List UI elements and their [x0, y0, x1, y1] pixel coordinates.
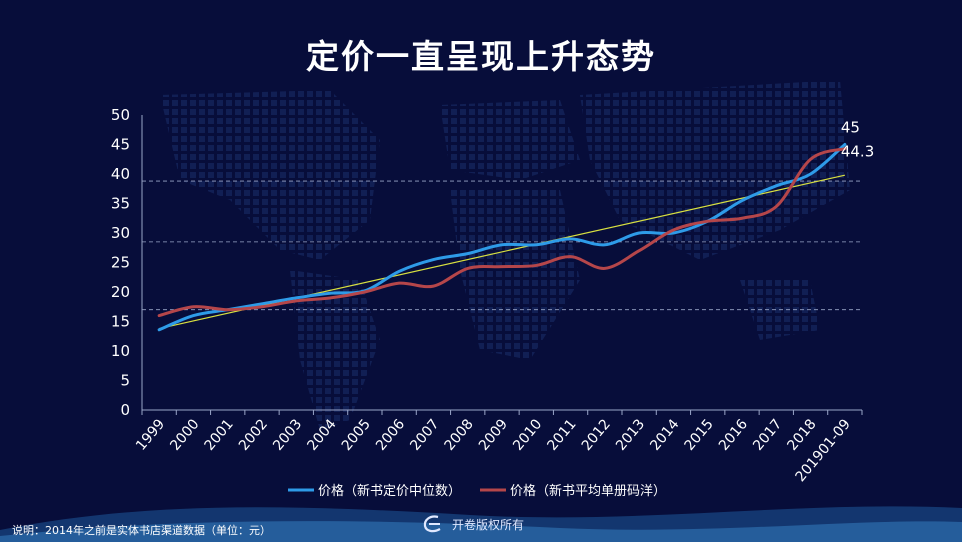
x-tick-label: 2007 [407, 416, 442, 454]
series-line-2 [157, 147, 847, 318]
series-line-1 [157, 143, 847, 332]
x-tick-label: 2015 [682, 416, 717, 454]
x-tick-label: 2003 [270, 416, 305, 454]
x-tick-label: 2001 [202, 416, 237, 454]
x-tick-label: 2002 [236, 416, 271, 454]
y-tick-label: 10 [111, 342, 130, 360]
page-title: 定价一直呈现上升态势 [306, 37, 656, 76]
y-tick-label: 35 [111, 195, 130, 213]
x-tick-label: 1999 [133, 416, 168, 454]
x-tick-label: 2014 [647, 416, 682, 454]
data-label: 45 [841, 119, 860, 137]
data-label: 44.3 [841, 143, 874, 161]
y-tick-label: 50 [111, 106, 130, 124]
y-tick-label: 20 [111, 283, 130, 301]
brand: 开卷版权所有 [420, 513, 524, 535]
x-tick-label: 2017 [750, 416, 785, 454]
x-tick-label: 2010 [510, 416, 545, 454]
x-tick-label: 2011 [544, 416, 579, 454]
y-tick-label: 0 [120, 401, 130, 419]
x-tick-label: 2012 [579, 416, 614, 454]
legend-label-1: 价格（新书定价中位数） [318, 483, 461, 499]
x-tick-label: 2006 [373, 416, 408, 454]
x-tick-label: 2008 [442, 416, 477, 454]
x-tick-label: 2016 [716, 416, 751, 454]
legend-label-2: 价格（新书平均单册码洋） [510, 483, 666, 499]
footnote: 说明：2014年之前是实体书店渠道数据（单位：元） [12, 524, 271, 537]
y-tick-label: 15 [111, 313, 130, 331]
x-tick-label: 2013 [613, 416, 648, 454]
brand-text: 开卷版权所有 [452, 517, 525, 532]
y-tick-label: 40 [111, 165, 130, 183]
y-tick-label: 30 [111, 224, 130, 242]
brand-logo-icon [423, 515, 441, 533]
x-tick-label: 2009 [476, 416, 511, 454]
y-tick-label: 25 [111, 254, 130, 272]
y-tick-label: 45 [111, 136, 130, 154]
x-tick-label: 2000 [167, 416, 202, 454]
y-tick-label: 5 [120, 372, 130, 390]
x-tick-label: 2005 [339, 416, 374, 454]
x-tick-label: 2004 [304, 416, 339, 454]
